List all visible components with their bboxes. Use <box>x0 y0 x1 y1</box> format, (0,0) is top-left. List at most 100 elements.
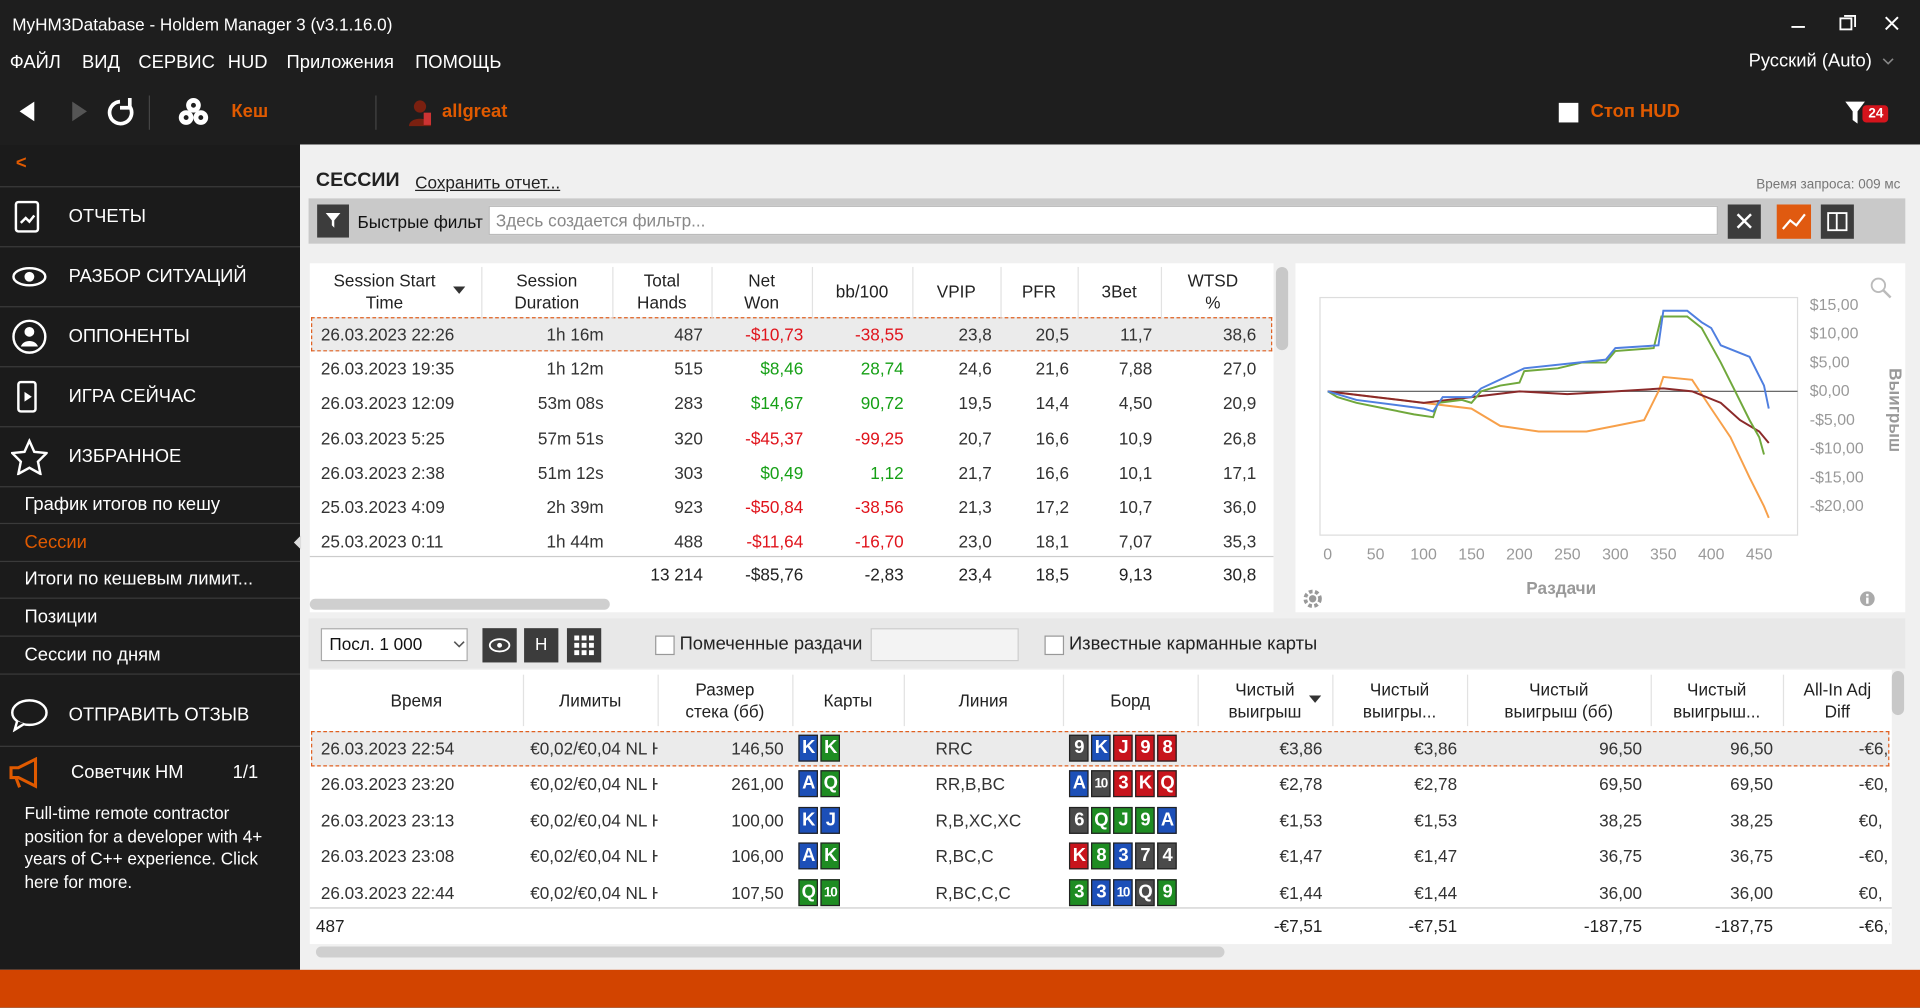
column-header[interactable]: Время <box>390 690 443 711</box>
favorite-item[interactable]: Сессии <box>24 531 87 553</box>
hud-label[interactable]: Стоп HUD <box>1590 101 1680 122</box>
feedback[interactable]: ОТПРАВИТЬ ОТЗЫВ <box>68 704 250 726</box>
nav-icons[interactable] <box>12 91 404 135</box>
sidebar-section[interactable]: ОППОНЕНТЫ <box>68 326 190 348</box>
section-icon <box>14 200 40 233</box>
column-header[interactable]: Линия <box>958 690 1008 711</box>
total-cell: -2,83 <box>864 564 904 585</box>
column-header[interactable]: Чистый выигрыш... <box>1673 679 1761 722</box>
table-cell: 26.03.2023 23:13 <box>320 810 455 830</box>
known-checkbox[interactable] <box>1044 635 1065 656</box>
menu-item[interactable]: СЕРВИС <box>138 52 215 73</box>
range-select[interactable] <box>320 628 468 662</box>
language-select[interactable]: Русский (Auto) <box>1748 50 1872 72</box>
zoom-icon[interactable] <box>1870 277 1892 299</box>
column-header[interactable]: Чистый выигры... <box>1362 679 1437 722</box>
filter-icon[interactable] <box>1843 98 1892 127</box>
disabled-dropdown <box>870 628 1019 662</box>
marked-label[interactable]: Помеченные раздачи <box>679 633 863 655</box>
filter-actions[interactable] <box>1727 203 1857 240</box>
favorite-item[interactable]: Сессии по дням <box>24 644 161 666</box>
selected-row[interactable] <box>311 317 1273 352</box>
column-header[interactable]: Лимиты <box>559 690 622 711</box>
column-header[interactable]: WTSD % <box>1187 270 1239 313</box>
table-cell: 16,6 <box>1035 462 1069 483</box>
column-header[interactable]: VPIP <box>936 281 976 302</box>
window-controls <box>1791 15 1899 31</box>
column-header[interactable]: Карты <box>823 690 873 711</box>
hands-buttons[interactable] <box>448 627 607 664</box>
sidebar-section[interactable]: РАЗБОР СИТУАЦИЙ <box>68 266 247 288</box>
save-report[interactable]: Сохранить отчет... <box>415 172 561 193</box>
table-cell: 146,50 <box>731 738 784 758</box>
column-header[interactable]: Total Hands <box>637 270 687 313</box>
known-label[interactable]: Известные карманные карты <box>1068 633 1318 655</box>
filter-count: 24 <box>1868 106 1884 122</box>
column-header[interactable]: Net Won <box>744 270 780 313</box>
playing-card: A <box>1068 770 1089 798</box>
sidebar-back[interactable]: < <box>15 152 27 174</box>
marked-checkbox[interactable] <box>655 635 675 656</box>
table-cell: €0,02/€0,04 NL H <box>530 774 658 794</box>
filter-input[interactable] <box>488 205 1718 236</box>
y-tick-label: $10,00 <box>1810 326 1859 343</box>
playing-card: K <box>798 806 818 834</box>
column-header[interactable]: bb/100 <box>835 281 889 302</box>
range-value[interactable]: Посл. 1 000 <box>329 634 423 654</box>
hands-v-scrollbar[interactable] <box>1891 671 1905 716</box>
hands-h-scrollbar[interactable] <box>315 946 1225 958</box>
sidebar-section[interactable]: ИГРА СЕЙЧАС <box>68 386 197 408</box>
feedback-icon <box>11 699 48 733</box>
language-chevron[interactable] <box>1881 54 1896 69</box>
table-cell: 38,25 <box>1730 810 1774 830</box>
column-header[interactable]: Размер стека (бб) <box>685 679 765 722</box>
column-header[interactable]: Чистый выигрыш <box>1228 679 1302 722</box>
advisor-icon <box>9 756 38 789</box>
sidebar-section[interactable]: ИЗБРАННОЕ <box>68 446 182 468</box>
table-cell: R,B,XC,XC <box>935 810 1022 830</box>
playing-card: 3 <box>1113 770 1133 798</box>
mode-label[interactable]: Кеш <box>231 101 269 122</box>
column-header[interactable]: Session Start Time <box>333 270 436 313</box>
sidebar-section[interactable]: ОТЧЕТЫ <box>68 206 147 228</box>
favorite-item[interactable]: График итогов по кешу <box>24 494 221 515</box>
table-cell: 14,4 <box>1035 393 1069 414</box>
table-cell: 303 <box>674 462 703 483</box>
column-header[interactable]: Борд <box>1110 690 1151 711</box>
x-tick-label: 50 <box>1367 547 1385 564</box>
menu-item[interactable]: ВИД <box>82 52 120 73</box>
h-scrollbar[interactable] <box>309 598 610 610</box>
menu-item[interactable]: ФАЙЛ <box>9 52 61 73</box>
playing-card: Q <box>1135 878 1155 906</box>
table-cell: 36,75 <box>1599 846 1643 866</box>
table-cell: 36,00 <box>1599 882 1643 902</box>
player-name[interactable]: allgreat <box>442 101 508 122</box>
table-cell: 1,12 <box>870 462 904 483</box>
column-header[interactable]: All-In Adj Diff <box>1803 679 1872 722</box>
table-cell: 1h 12m <box>546 359 604 379</box>
table-cell: 17,1 <box>1222 462 1257 483</box>
table-cell: 7,07 <box>1118 531 1153 552</box>
menu-item[interactable]: Приложения <box>286 52 394 73</box>
table-cell: €1,47 <box>1414 846 1458 866</box>
menu-item[interactable]: ПОМОЩЬ <box>415 52 502 73</box>
h-button[interactable]: H <box>535 634 548 654</box>
favorite-item[interactable]: Позиции <box>24 606 98 628</box>
settings-icon[interactable] <box>1302 588 1324 610</box>
advisor-ad[interactable]: Full-time remote contractor position for… <box>24 803 263 891</box>
menu-item[interactable]: HUD <box>227 52 268 73</box>
y-tick-label: $15,00 <box>1810 297 1859 314</box>
column-header[interactable]: Чистый выигрыш (бб) <box>1504 679 1614 722</box>
hud-checkbox[interactable] <box>1558 102 1579 123</box>
column-header[interactable]: Session Duration <box>514 270 580 313</box>
column-header[interactable]: PFR <box>1021 281 1057 302</box>
v-scrollbar[interactable] <box>1275 266 1289 351</box>
table-cell: 27,0 <box>1222 359 1257 379</box>
favorite-item[interactable]: Итоги по кешевым лимит... <box>24 569 254 591</box>
separator <box>0 560 300 562</box>
header-divider <box>1650 674 1652 727</box>
table-cell: 10,7 <box>1118 497 1153 517</box>
info-icon[interactable] <box>1859 590 1876 607</box>
column-header[interactable]: 3Bet <box>1101 281 1137 302</box>
